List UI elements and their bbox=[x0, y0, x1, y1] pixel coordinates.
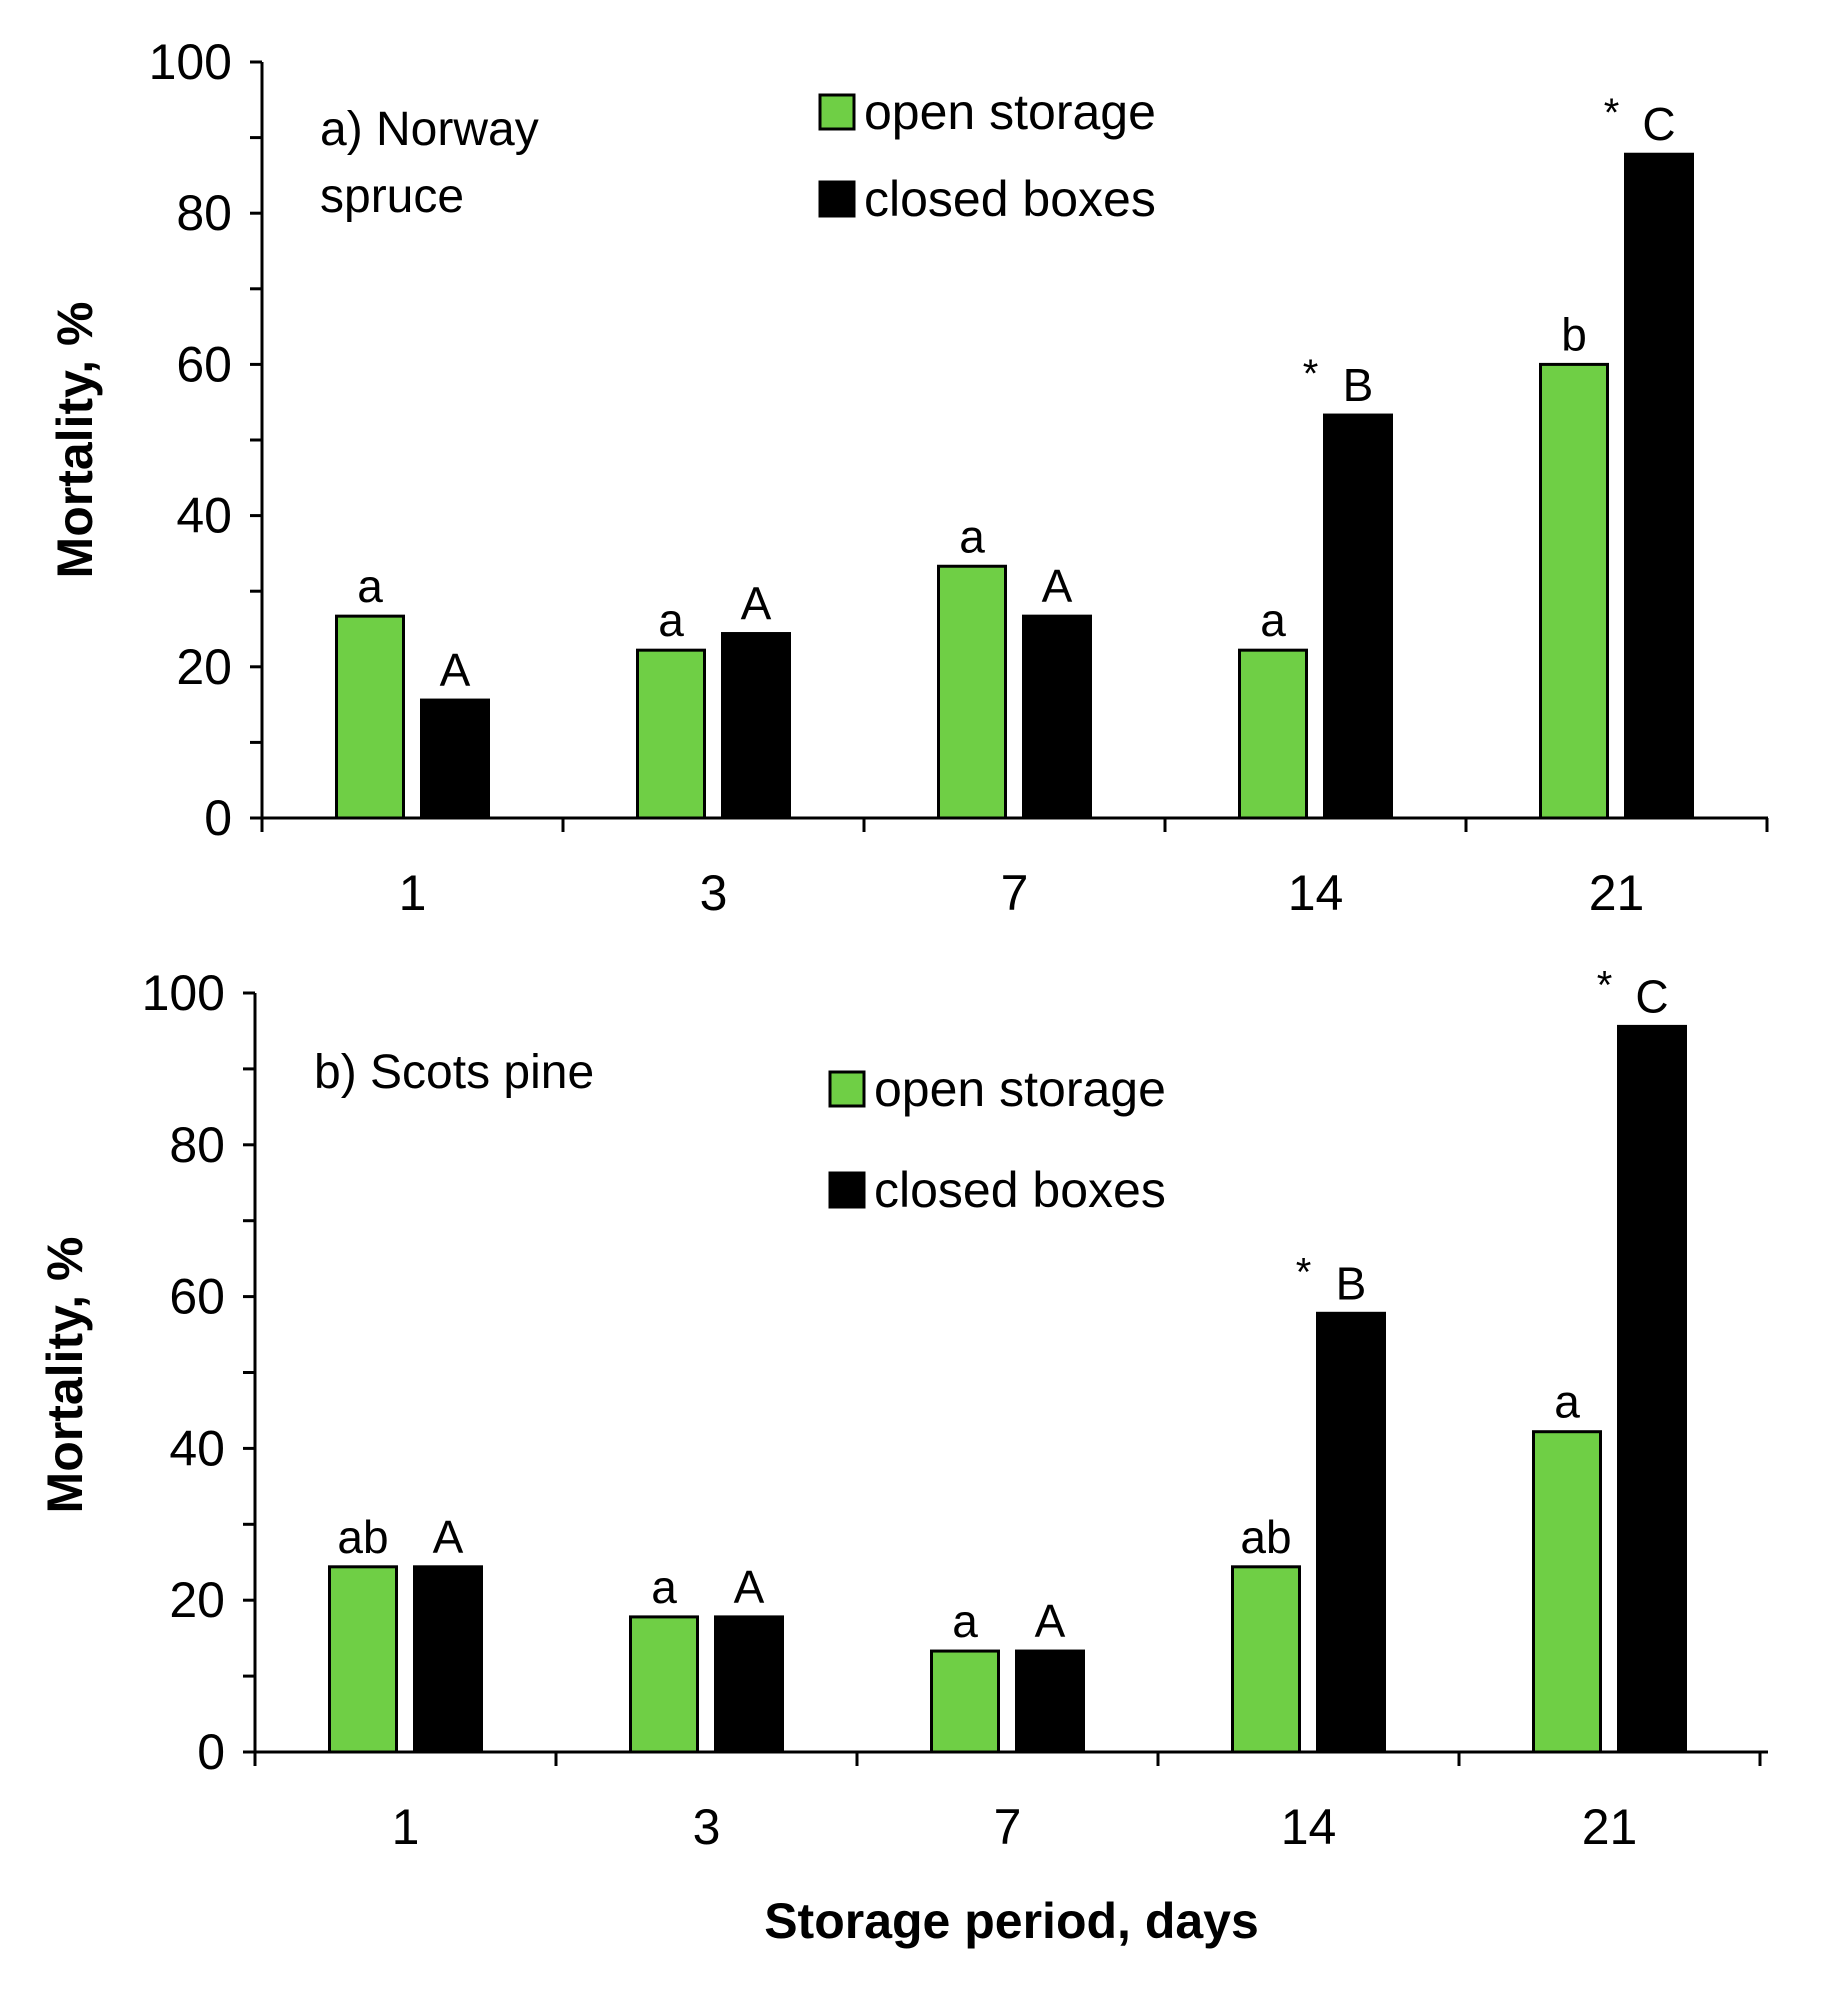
x-tick-label: 14 bbox=[1288, 865, 1344, 921]
bar-closed-boxes bbox=[1015, 1649, 1085, 1754]
bar-letter: a bbox=[658, 594, 684, 646]
legend-label: open storage bbox=[874, 1061, 1166, 1117]
significance-star: * bbox=[1296, 1250, 1312, 1294]
legend-swatch bbox=[818, 180, 856, 218]
y-tick-label: 80 bbox=[169, 1117, 225, 1173]
bar-open-storage bbox=[937, 564, 1007, 820]
bar-closed-boxes bbox=[413, 1565, 483, 1754]
x-tick-label: 3 bbox=[700, 865, 728, 921]
x-tick-label: 7 bbox=[1001, 865, 1029, 921]
y-tick-label: 80 bbox=[176, 185, 232, 241]
y-tick-label: 40 bbox=[169, 1420, 225, 1476]
bar-letter: a bbox=[959, 510, 985, 562]
bar-letter: A bbox=[1035, 1595, 1066, 1647]
legend-label: closed boxes bbox=[874, 1162, 1166, 1218]
bar-closed-boxes bbox=[1617, 1024, 1687, 1754]
y-tick-label: 0 bbox=[197, 1724, 225, 1780]
x-tick-label: 3 bbox=[693, 1799, 721, 1855]
bar-open-storage bbox=[636, 648, 706, 820]
bar-closed-boxes bbox=[721, 632, 791, 820]
y-tick-label: 20 bbox=[176, 639, 232, 695]
bar-closed-boxes bbox=[1316, 1311, 1386, 1754]
bar-open-storage bbox=[1532, 1430, 1602, 1754]
legend: open storage closed boxes bbox=[828, 1061, 1166, 1218]
panel-title: a) Norway bbox=[320, 103, 539, 156]
bar-letter: a bbox=[651, 1561, 677, 1613]
x-tick-label: 1 bbox=[392, 1799, 420, 1855]
bar-letter: a bbox=[1260, 594, 1286, 646]
bar-open-storage bbox=[328, 1565, 398, 1754]
legend-swatch bbox=[828, 1070, 866, 1108]
bar-letter: A bbox=[433, 1511, 464, 1563]
y-tick-label: 20 bbox=[169, 1572, 225, 1628]
legend-swatch bbox=[818, 93, 856, 131]
bar-open-storage bbox=[335, 614, 405, 820]
x-tick-label: 14 bbox=[1281, 1799, 1337, 1855]
bar-letter: a bbox=[1554, 1376, 1580, 1428]
y-tick-label: 0 bbox=[204, 790, 232, 846]
panel-title: spruce bbox=[320, 170, 464, 223]
y-tick-label: 60 bbox=[169, 1269, 225, 1325]
bar-closed-boxes bbox=[1624, 152, 1694, 820]
bar-letter: B bbox=[1336, 1257, 1367, 1309]
bar-letter: b bbox=[1561, 308, 1587, 360]
bar-open-storage bbox=[629, 1615, 699, 1754]
legend: open storage closed boxes bbox=[818, 84, 1156, 227]
bar-letter: a bbox=[952, 1595, 978, 1647]
bar-letter: C bbox=[1642, 98, 1675, 150]
bar-closed-boxes bbox=[1022, 614, 1092, 820]
panel-title: b) Scots pine bbox=[314, 1046, 594, 1099]
legend-label: closed boxes bbox=[864, 171, 1156, 227]
y-tick-label: 40 bbox=[176, 488, 232, 544]
bar-letter: ab bbox=[337, 1511, 388, 1563]
bar-letter: A bbox=[734, 1561, 765, 1613]
bar-open-storage bbox=[1539, 362, 1609, 820]
bar-letter: B bbox=[1343, 359, 1374, 411]
panel-a: 0 20 40 60 80 100 1 a A 3 a A 7 a A 14 a B * 21 b C * Mortality… bbox=[47, 34, 1769, 921]
significance-star: * bbox=[1597, 963, 1613, 1007]
bar-letter: C bbox=[1635, 970, 1668, 1022]
significance-star: * bbox=[1604, 91, 1620, 135]
bar-open-storage bbox=[1231, 1565, 1301, 1754]
bar-letter: ab bbox=[1240, 1511, 1291, 1563]
bar-closed-boxes bbox=[420, 698, 490, 820]
y-axis-title: Mortality, % bbox=[37, 1237, 93, 1514]
x-tick-label: 21 bbox=[1589, 865, 1645, 921]
y-tick-label: 100 bbox=[149, 34, 232, 90]
x-tick-label: 7 bbox=[994, 1799, 1022, 1855]
legend-swatch bbox=[828, 1171, 866, 1209]
bar-letter: A bbox=[1042, 560, 1073, 612]
bar-closed-boxes bbox=[714, 1615, 784, 1754]
y-axis-title: Mortality, % bbox=[47, 302, 103, 579]
x-tick-label: 1 bbox=[399, 865, 427, 921]
bar-open-storage bbox=[930, 1649, 1000, 1754]
significance-star: * bbox=[1303, 352, 1319, 396]
bar-open-storage bbox=[1238, 648, 1308, 820]
bar-letter: a bbox=[357, 560, 383, 612]
bar-letter: A bbox=[741, 578, 772, 630]
panel-b: 0 20 40 60 80 100 1 ab A 3 a A 7 a A 14 ab B * 21 a C * Mortali… bbox=[37, 963, 1768, 1949]
x-axis-title: Storage period, days bbox=[764, 1893, 1259, 1949]
legend-label: open storage bbox=[864, 84, 1156, 140]
y-tick-label: 100 bbox=[142, 965, 225, 1021]
y-tick-label: 60 bbox=[176, 336, 232, 392]
bar-letter: A bbox=[440, 644, 471, 696]
bar-closed-boxes bbox=[1323, 413, 1393, 820]
x-tick-label: 21 bbox=[1582, 1799, 1638, 1855]
